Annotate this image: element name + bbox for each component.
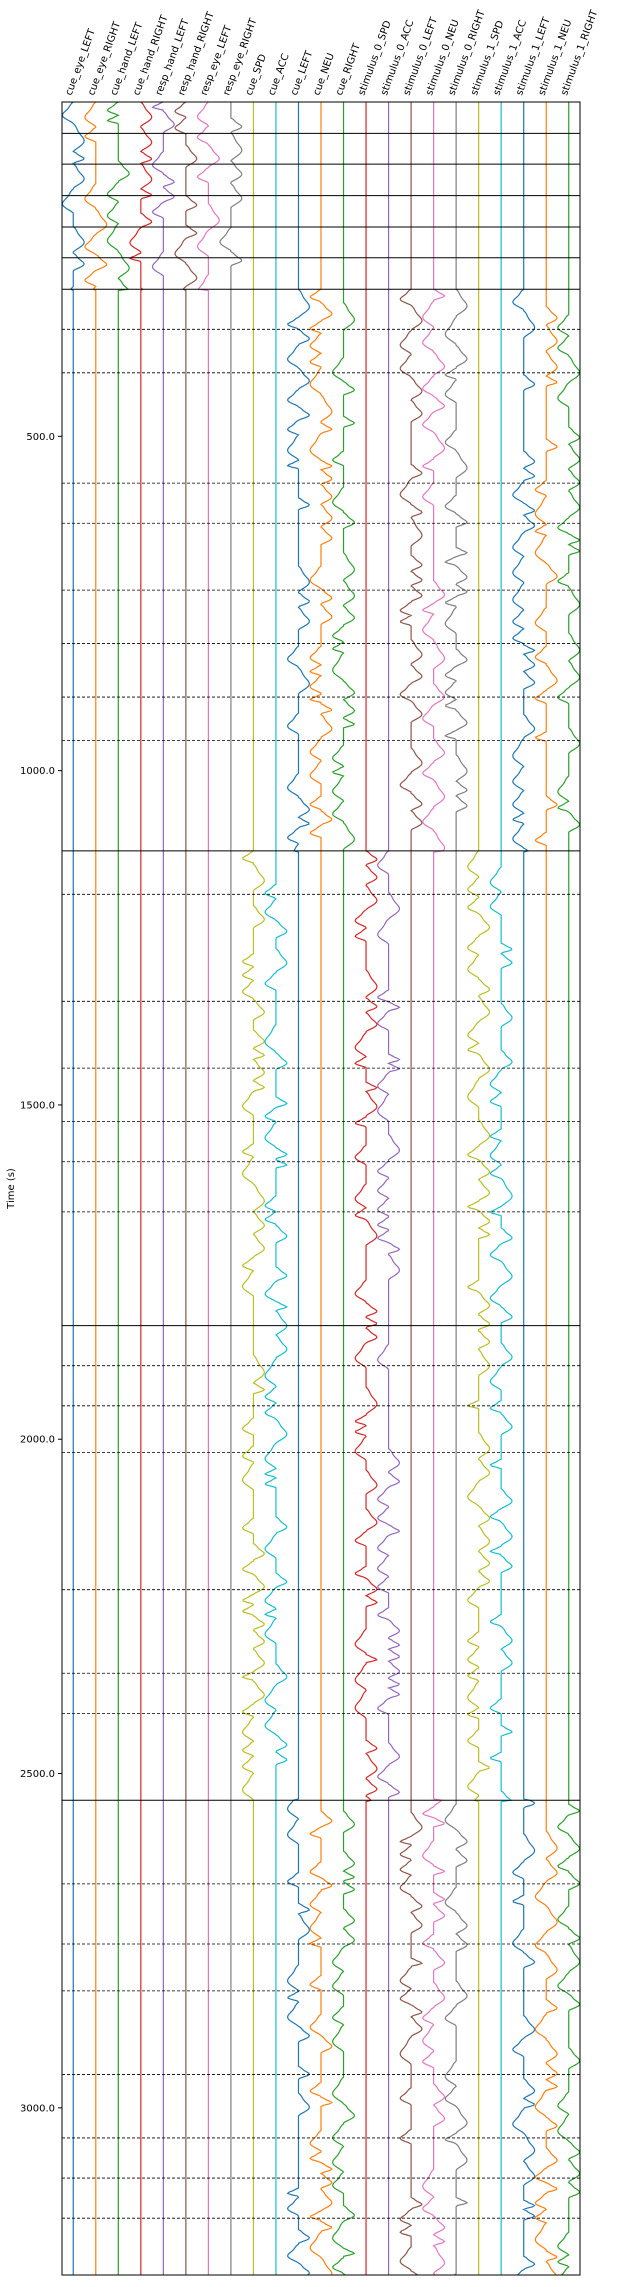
trace-stimulus-0-right [443,102,469,2276]
trace-stimulus-1-left [512,102,536,2276]
y-axis-label: Time (s) [6,1168,17,1210]
trace-stimulus-1-acc [489,102,513,2275]
y-axis: 500.0 1000.0 1500.0 2000.0 2500.0 3000.0 [20,432,62,2114]
plot-frame [61,101,581,2276]
trace-cue-spd [241,102,266,2275]
trace-stimulus-1-spd [466,102,491,2275]
trace-stimulus-0-spd [354,102,378,2275]
y-tick-label: 1000.0 [20,766,55,777]
column-labels: cue_eye_LEFTcue_eye_RIGHTcue_hand_LEFTcu… [64,8,601,97]
trace-cue-right [331,102,356,2276]
trace-resp-hand-left [151,101,175,2275]
regressor-traces [61,101,581,2276]
column-label-cue-neu: cue_NEU [311,52,336,97]
column-label-cue-left: cue_LEFT [289,49,316,97]
trace-stimulus-0-acc [376,102,401,2275]
boundary-lines [62,132,580,2219]
y-tick-label: 1500.0 [20,1100,55,1111]
trace-resp-eye-left [196,101,220,2275]
y-tick-label: 3000.0 [20,2103,55,2114]
trace-stimulus-0-neu [421,102,446,2276]
trace-stimulus-1-neu [534,102,559,2276]
trace-cue-hand-left [106,101,130,2275]
column-label-cue-spd: cue_SPD [244,53,269,98]
trace-cue-neu [308,102,334,2276]
y-tick-label: 2000.0 [20,1435,55,1446]
trace-cue-eye-right [84,101,108,2275]
trace-stimulus-0-left [399,102,424,2276]
trace-resp-eye-right [219,102,243,2275]
y-tick-label: 2500.0 [20,1769,55,1780]
trace-stimulus-1-right [557,102,581,2276]
plot-area [61,101,581,2276]
trace-cue-eye-left [61,101,85,2275]
trace-resp-hand-right [174,101,198,2275]
trace-cue-acc [263,102,289,2275]
y-tick-label: 500.0 [26,432,55,443]
trace-cue-hand-right [128,101,153,2275]
column-label-cue-acc: cue_ACC [266,52,291,97]
trace-cue-left [286,102,311,2276]
